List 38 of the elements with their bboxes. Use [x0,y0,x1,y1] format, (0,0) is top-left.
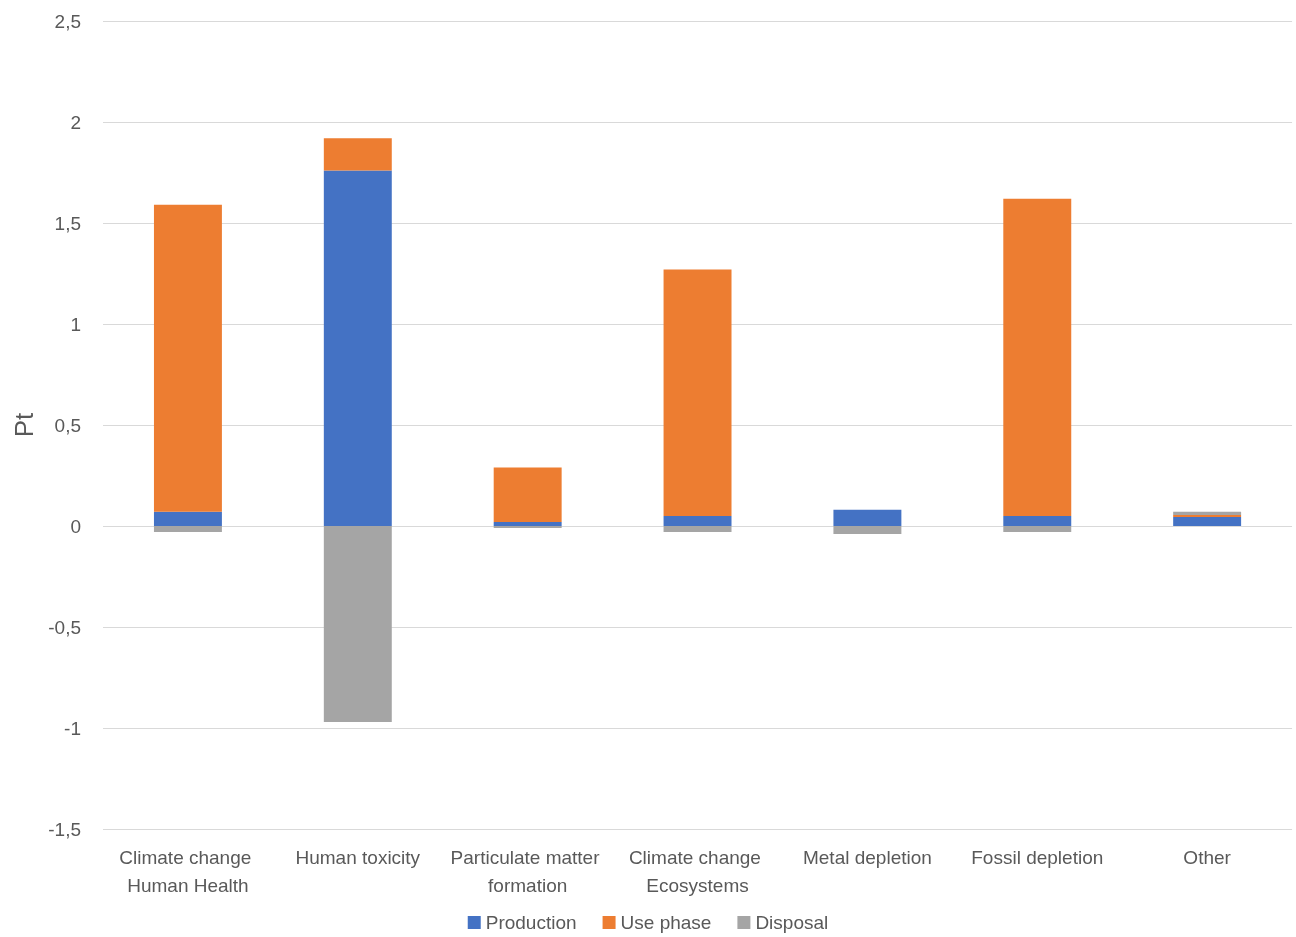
x-tick-label: Climate change Ecosystems [628,846,767,896]
bar [323,170,392,526]
bar [323,526,392,722]
legend-label: Production [485,912,577,933]
bar [833,526,902,535]
bar [153,526,222,533]
bar [1003,198,1072,516]
x-tick-label: Fossil depletion [971,846,1104,868]
bar [493,521,562,526]
bar [663,515,732,526]
y-tick-label: -1,5 [48,818,81,840]
y-tick-label: 2 [70,111,81,133]
x-tick-label: Human toxicity [295,846,421,868]
bar [153,511,222,526]
legend-label: Disposal [755,912,829,933]
bar [1003,515,1072,526]
y-tick-label: -1 [64,717,81,739]
x-tick-label: Particulate matter formation [450,846,605,896]
bar [663,526,732,533]
y-tick-label: 2,5 [54,10,81,32]
x-tick-label: Other [1183,846,1232,868]
bar [323,138,392,171]
y-tick-label: 1,5 [54,212,81,234]
bar [1003,526,1072,533]
y-tick-label: -0,5 [48,616,81,638]
bar [1173,516,1242,526]
y-axis-title: Pt [9,411,40,438]
legend-label: Use phase [620,912,712,933]
bar [833,509,902,526]
bar [153,204,222,512]
y-tick-label: 1 [70,313,81,335]
bar [493,526,562,529]
y-tick-label: 0,5 [54,414,81,436]
x-tick-label: Metal depletion [802,846,932,868]
y-tick-label: 0 [70,515,81,537]
bar [493,467,562,522]
x-tick-label: Climate change Human Health [119,846,257,896]
bar [663,269,732,516]
